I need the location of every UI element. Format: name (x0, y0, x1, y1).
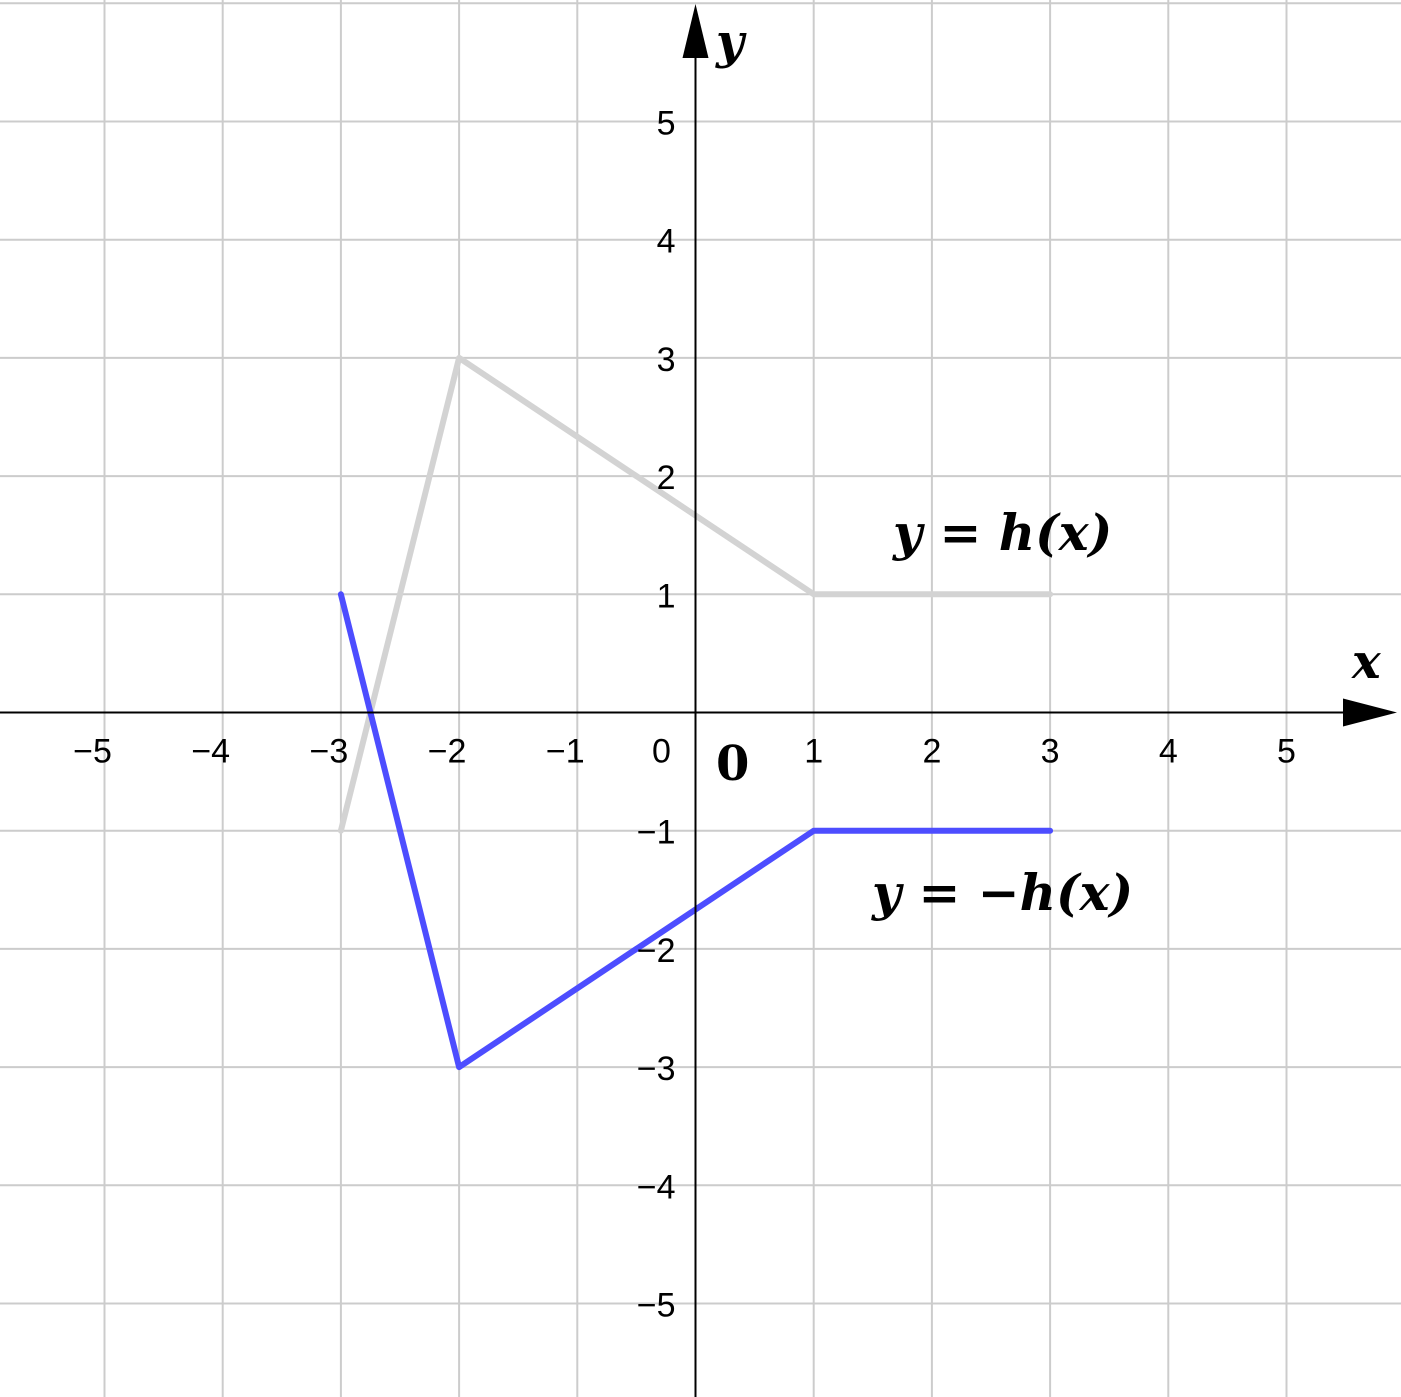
x-tick-label: −3 (310, 733, 349, 771)
y-tick-label: −3 (637, 1050, 676, 1088)
y-tick-label: −2 (637, 932, 676, 970)
x-tick-label: 0 (652, 733, 671, 771)
series-line-neg-h (337, 591, 1054, 1071)
x-tick-label: 5 (1277, 733, 1296, 771)
x-tick-label: 1 (804, 733, 823, 771)
y-tick-label: −4 (637, 1168, 676, 1206)
y-tick-label: 2 (657, 459, 676, 497)
series-lines (337, 354, 1054, 1071)
y-tick-label: −5 (637, 1287, 676, 1325)
y-tick-label: 3 (657, 341, 676, 379)
x-tick-label: 4 (1159, 733, 1178, 771)
x-tick-label: −1 (546, 733, 585, 771)
x-axis-label: x (1351, 634, 1382, 690)
y-tick-label: −1 (637, 814, 676, 852)
series-label-neg-h: y = −h(x) (871, 863, 1133, 922)
y-tick-label: 4 (657, 223, 676, 261)
x-tick-label: −4 (191, 733, 230, 771)
x-tick-label: −5 (73, 733, 112, 771)
series-label-h: y = h(x) (892, 503, 1112, 562)
y-tick-label: 5 (657, 105, 676, 143)
series-line-h (337, 354, 1054, 834)
tick-labels: −5 −4 −3 −2 −1 0 1 2 3 4 5 5 4 3 2 1 −1 −2 −3 −4 −5 (73, 105, 1296, 1325)
y-axis-label: y (715, 14, 747, 70)
origin-label: 0 (716, 736, 749, 792)
x-tick-label: 3 (1041, 733, 1060, 771)
x-tick-label: 2 (922, 733, 941, 771)
x-tick-label: −2 (428, 733, 467, 771)
x-axis-arrow (1343, 698, 1397, 727)
axes (0, 4, 1397, 1397)
y-axis-arrow (682, 4, 709, 58)
y-tick-label: 1 (657, 577, 676, 615)
